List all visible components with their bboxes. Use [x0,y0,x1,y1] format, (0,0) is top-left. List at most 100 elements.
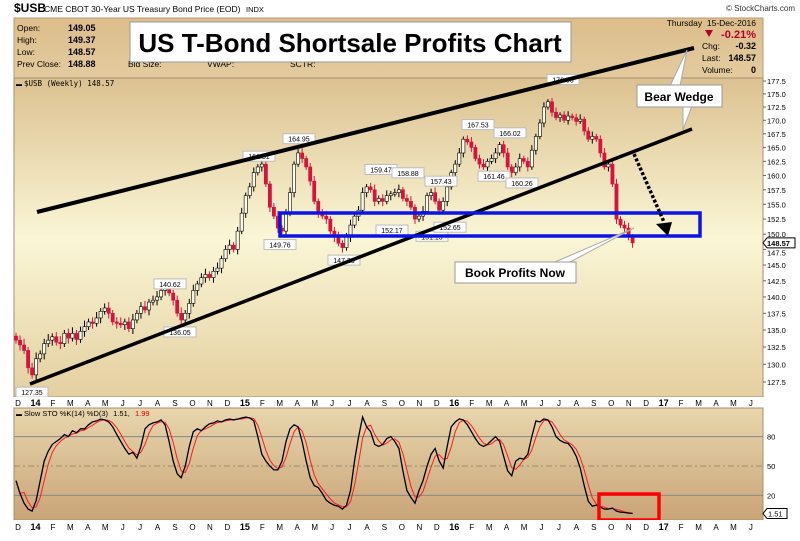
month-label: M [695,399,702,408]
candle-body [376,198,381,202]
candle-body [82,326,87,332]
month-label: M [730,523,737,532]
annotation-label: 161.46 [483,174,505,181]
price-tick-label: 157.5 [767,186,786,195]
month-label: A [504,399,510,408]
price-legend: $USB (Weekly) 148.57 [24,79,114,88]
annotation-box [477,170,511,182]
candle-body [118,322,123,326]
candle-body [344,236,349,248]
month-label: M [311,523,318,532]
candle-body [54,336,59,343]
candle-body [590,136,595,140]
candle-body [26,350,30,369]
month-label: J [348,523,352,532]
month-label: A [85,523,91,532]
annotation-box [424,175,458,187]
price-tick-label: 145.0 [767,261,786,270]
down-arrow-icon [705,30,713,37]
candle-body [477,158,482,165]
annotation-label: 151.13 [421,234,443,241]
quote-label: Prev Close: [17,59,61,69]
candle-body [139,306,143,314]
price-tick-label: 165.0 [767,143,786,152]
month-label: D [225,399,231,408]
candle-body [521,158,526,162]
month-label: O [399,399,405,408]
month-axis-top [14,397,763,408]
percent-change: -0.21% [721,29,756,41]
quote-extra-label: SCTR: [290,59,316,69]
price-tick-label: 162.5 [767,157,786,166]
month-label: N [207,523,213,532]
candle-body [630,236,635,244]
month-label: M [276,399,283,408]
candle-body [106,307,111,314]
stochastic-tick-label: 50 [767,462,775,471]
candle-body [243,195,248,214]
candle-body [179,313,184,321]
candle-body [296,152,301,165]
month-label: M [102,523,109,532]
month-label: A [713,523,719,532]
month-label: J [348,399,352,408]
month-label: J [557,523,561,532]
candle-body [284,212,288,232]
candle-body [501,144,506,154]
price-tick-label: 142.5 [767,277,786,286]
stochastic-legend-icon: ▬ [16,412,22,418]
candle-body [50,336,55,341]
upper-trend-line [36,46,695,214]
price-tick-label: 177.5 [767,77,786,86]
candle-body [308,166,313,182]
copyright: © StockCharts.com [726,4,795,13]
month-label: O [608,399,614,408]
stochastic-grid: 80 50 20 [14,433,775,500]
annotation-label: 136.05 [169,330,191,337]
month-label: N [626,523,632,532]
candle-body [292,163,296,193]
candle-body [191,290,196,304]
candle-body [509,166,514,173]
candle-body [175,299,180,314]
price-tick-label: 127.5 [767,378,786,387]
month-label: F [679,523,684,532]
candle-body [529,149,534,168]
month-label: A [364,399,370,408]
quote-stats: Open: 149.05 High: 149.37 Low: 148.57 Prev Clo… [17,23,96,69]
candle-body [247,186,252,196]
candle-body [14,335,18,341]
support-box [278,211,702,238]
month-label: M [486,523,493,532]
candle-body [195,283,200,291]
annotation-label: 152.17 [381,228,403,235]
bear-wedge-callout [636,84,723,108]
month-axis-labels: D 14 F M A M J J A S O N D 15 F M A M J J A S O N D 16 F M A M J J A S O N D… [15,398,753,408]
candle-body [392,192,397,195]
price-tick-label: 160.0 [767,171,786,180]
candle-body [396,189,401,193]
month-label: M [67,523,74,532]
candle-body [481,163,486,168]
candle-body [203,274,208,278]
candle-body [517,158,522,168]
title-box [129,21,572,63]
stochastic-d-value: 1.99 [135,409,150,418]
annotation-box [493,127,527,139]
month-label: M [521,523,528,532]
annotation-label: 127.35 [21,390,43,397]
candle-body [400,189,405,199]
month-label: D [643,523,649,532]
month-label: J [330,399,334,408]
month-label: F [679,399,684,408]
candle-body [300,152,305,159]
quote-value: 148.57 [68,47,96,57]
candle-body [618,218,623,226]
candle-body [312,180,317,202]
price-tick-label: 140.0 [767,293,786,302]
candle-body [58,341,63,345]
candle-body [304,158,309,168]
candle-body [473,147,478,159]
candle-body [114,321,119,324]
